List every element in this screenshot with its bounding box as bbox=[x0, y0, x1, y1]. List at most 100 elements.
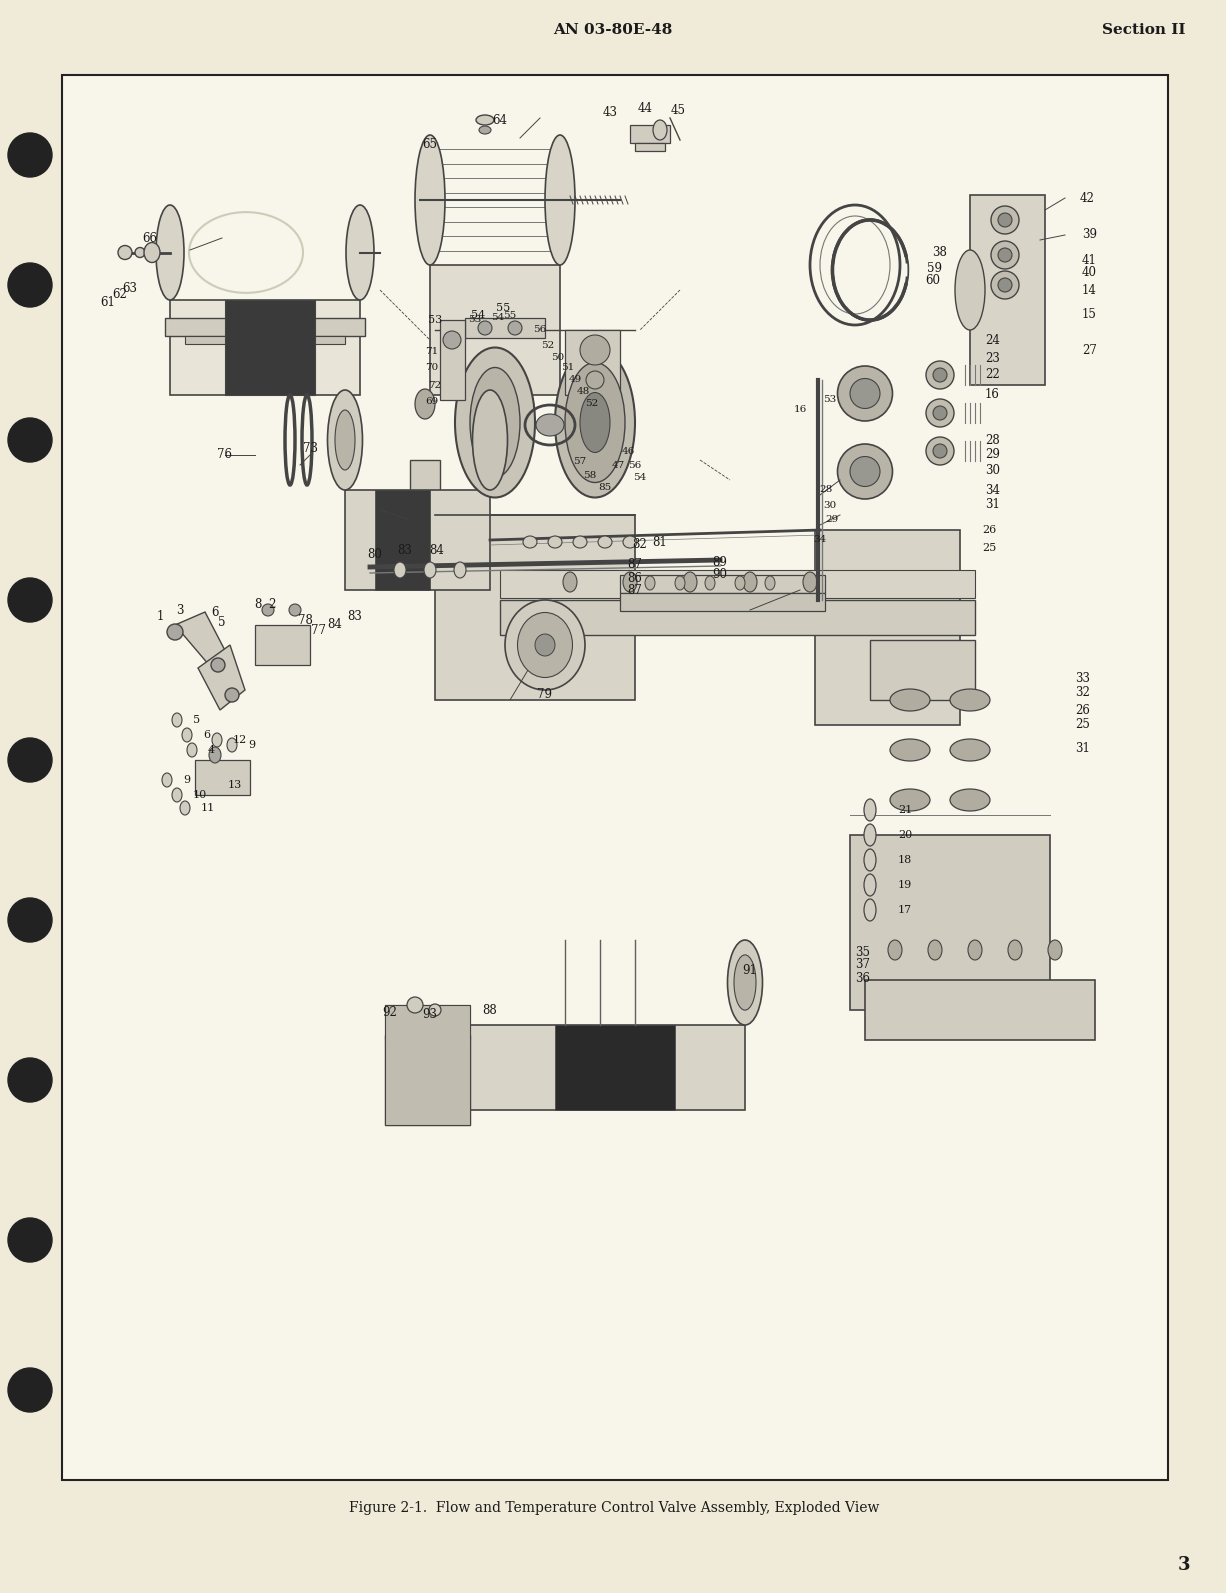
Ellipse shape bbox=[167, 624, 183, 640]
Ellipse shape bbox=[850, 379, 880, 408]
Ellipse shape bbox=[289, 604, 302, 616]
Ellipse shape bbox=[950, 789, 991, 811]
Text: 58: 58 bbox=[584, 470, 597, 479]
Bar bbox=[455, 1024, 745, 1110]
Ellipse shape bbox=[864, 824, 877, 846]
Ellipse shape bbox=[864, 849, 877, 871]
Ellipse shape bbox=[156, 205, 184, 299]
Text: 93: 93 bbox=[423, 1008, 438, 1021]
Text: 38: 38 bbox=[933, 247, 948, 260]
Text: 6: 6 bbox=[211, 605, 218, 618]
Ellipse shape bbox=[118, 245, 132, 260]
Ellipse shape bbox=[969, 940, 982, 961]
Ellipse shape bbox=[517, 612, 573, 677]
Ellipse shape bbox=[563, 572, 577, 593]
Text: 18: 18 bbox=[897, 855, 912, 865]
Text: 87: 87 bbox=[628, 585, 642, 597]
Ellipse shape bbox=[479, 126, 490, 134]
Text: 73: 73 bbox=[303, 441, 318, 454]
Text: 53: 53 bbox=[824, 395, 836, 405]
Ellipse shape bbox=[864, 800, 877, 820]
Ellipse shape bbox=[162, 773, 172, 787]
Text: 6: 6 bbox=[204, 730, 210, 741]
Ellipse shape bbox=[998, 213, 1011, 226]
Ellipse shape bbox=[991, 241, 1019, 269]
Bar bbox=[630, 124, 669, 143]
Text: 29: 29 bbox=[825, 516, 839, 524]
Text: 22: 22 bbox=[984, 368, 999, 381]
Text: 5: 5 bbox=[192, 715, 200, 725]
Text: 10: 10 bbox=[192, 790, 207, 800]
Bar bbox=[409, 459, 440, 561]
Ellipse shape bbox=[1048, 940, 1062, 961]
Text: 4: 4 bbox=[208, 746, 215, 755]
Bar bbox=[870, 640, 975, 699]
Text: 72: 72 bbox=[428, 381, 441, 390]
Text: 20: 20 bbox=[897, 830, 912, 840]
Ellipse shape bbox=[933, 368, 946, 382]
Bar bbox=[620, 593, 825, 612]
Text: 46: 46 bbox=[622, 448, 635, 457]
Text: 50: 50 bbox=[552, 354, 565, 363]
Text: 63: 63 bbox=[123, 282, 137, 295]
Bar bbox=[440, 320, 465, 400]
Ellipse shape bbox=[864, 898, 877, 921]
Ellipse shape bbox=[765, 577, 775, 589]
Ellipse shape bbox=[407, 997, 423, 1013]
Text: 53: 53 bbox=[468, 315, 482, 325]
Text: 5: 5 bbox=[218, 615, 226, 629]
Text: 64: 64 bbox=[493, 113, 508, 126]
Ellipse shape bbox=[476, 115, 494, 124]
Text: 12: 12 bbox=[233, 734, 248, 746]
Text: 42: 42 bbox=[1080, 191, 1095, 204]
Ellipse shape bbox=[890, 789, 931, 811]
Ellipse shape bbox=[548, 535, 562, 548]
Text: 55: 55 bbox=[504, 312, 516, 320]
Text: 31: 31 bbox=[1075, 741, 1090, 755]
Text: 35: 35 bbox=[855, 946, 870, 959]
Text: 77: 77 bbox=[310, 623, 325, 637]
Ellipse shape bbox=[414, 135, 445, 264]
Text: 52: 52 bbox=[585, 400, 598, 408]
Text: 37: 37 bbox=[855, 959, 870, 972]
Text: 40: 40 bbox=[1083, 266, 1097, 279]
Circle shape bbox=[9, 1219, 51, 1262]
Ellipse shape bbox=[727, 940, 763, 1024]
Ellipse shape bbox=[478, 322, 492, 335]
Ellipse shape bbox=[645, 577, 655, 589]
Text: 70: 70 bbox=[425, 363, 439, 373]
Bar bbox=[620, 575, 825, 593]
Text: 24: 24 bbox=[984, 333, 1000, 347]
Text: 45: 45 bbox=[671, 104, 685, 116]
Text: 51: 51 bbox=[562, 363, 575, 373]
Ellipse shape bbox=[394, 562, 406, 578]
Ellipse shape bbox=[586, 371, 604, 389]
Bar bbox=[345, 491, 490, 589]
Ellipse shape bbox=[565, 363, 625, 483]
Text: 19: 19 bbox=[897, 879, 912, 890]
Text: 39: 39 bbox=[1083, 228, 1097, 242]
Ellipse shape bbox=[888, 940, 902, 961]
Text: 69: 69 bbox=[425, 398, 439, 406]
Text: 81: 81 bbox=[652, 535, 667, 548]
Ellipse shape bbox=[676, 577, 685, 589]
Circle shape bbox=[9, 132, 51, 177]
Circle shape bbox=[9, 263, 51, 307]
Text: 82: 82 bbox=[633, 538, 647, 551]
Circle shape bbox=[9, 417, 51, 462]
Text: 26: 26 bbox=[982, 526, 997, 535]
Ellipse shape bbox=[683, 572, 698, 593]
Ellipse shape bbox=[429, 1004, 441, 1016]
Text: 83: 83 bbox=[397, 543, 412, 556]
Ellipse shape bbox=[172, 789, 181, 801]
Ellipse shape bbox=[135, 247, 145, 258]
Text: 85: 85 bbox=[598, 484, 612, 492]
Text: 79: 79 bbox=[537, 688, 553, 701]
Text: 90: 90 bbox=[712, 569, 727, 581]
Ellipse shape bbox=[991, 205, 1019, 234]
Ellipse shape bbox=[470, 368, 520, 478]
Ellipse shape bbox=[926, 398, 954, 427]
Text: 80: 80 bbox=[368, 548, 383, 561]
Ellipse shape bbox=[535, 634, 555, 656]
Text: 9: 9 bbox=[248, 741, 255, 750]
